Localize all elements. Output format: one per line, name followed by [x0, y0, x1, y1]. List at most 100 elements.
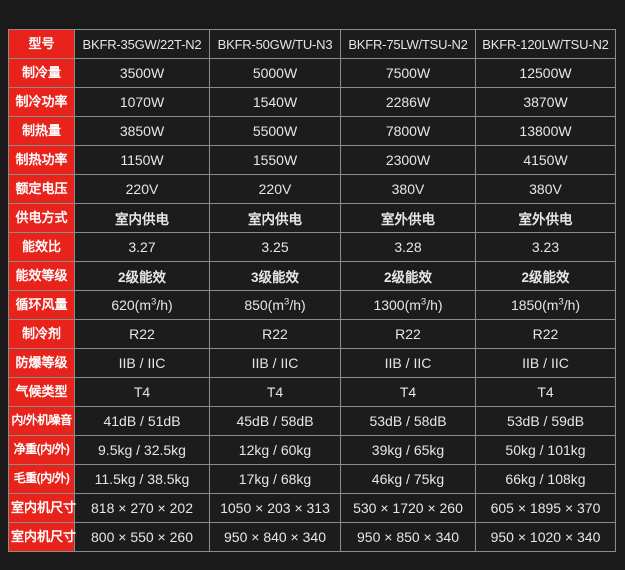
row-7-value-1: 3.27 — [74, 232, 210, 262]
row-label-7: 能效比 — [8, 232, 75, 262]
row-17-value-1: 800 × 550 × 260 — [74, 522, 210, 552]
header-label-cell: 型号 — [8, 29, 75, 59]
table-row: 净重(内/外) 9.5kg / 32.5kg 12kg / 60kg 39kg / 6… — [8, 435, 616, 465]
row-6-value-1: 室内供电 — [74, 203, 210, 233]
row-1-value-2: 5000W — [209, 58, 341, 88]
row-label-3: 制热量 — [8, 116, 75, 146]
row-5-value-4: 380V — [475, 174, 616, 204]
row-17-value-3: 950 × 850 × 340 — [340, 522, 476, 552]
row-1-value-1: 3500W — [74, 58, 210, 88]
row-2-value-4: 3870W — [475, 87, 616, 117]
row-12-value-3: T4 — [340, 377, 476, 407]
row-2-value-1: 1070W — [74, 87, 210, 117]
header-model-cell-3: BKFR-75LW/TSU-N2 — [340, 29, 476, 59]
row-15-value-1: 11.5kg / 38.5kg — [74, 464, 210, 494]
row-2-value-2: 1540W — [209, 87, 341, 117]
table-row: 制冷剂 R22 R22 R22 R22 — [8, 319, 616, 349]
row-3-value-2: 5500W — [209, 116, 341, 146]
row-2-value-3: 2286W — [340, 87, 476, 117]
row-label-11: 防爆等级 — [8, 348, 75, 378]
table-row: 制热量 3850W 5500W 7800W 13800W — [8, 116, 616, 146]
table-row: 室内机尺寸 818 × 270 × 202 1050 × 203 × 313 530 … — [8, 493, 616, 523]
row-4-value-3: 2300W — [340, 145, 476, 175]
row-7-value-2: 3.25 — [209, 232, 341, 262]
row-label-1: 制冷量 — [8, 58, 75, 88]
row-17-value-2: 950 × 840 × 340 — [209, 522, 341, 552]
header-model-cell-4: BKFR-120LW/TSU-N2 — [475, 29, 616, 59]
table-row: 内/外机噪音 41dB / 51dB 45dB / 58dB 53dB / 58dB 5… — [8, 406, 616, 436]
row-13-value-4: 53dB / 59dB — [475, 406, 616, 436]
row-5-value-2: 220V — [209, 174, 341, 204]
row-11-value-3: IIB / IIC — [340, 348, 476, 378]
row-15-value-3: 46kg / 75kg — [340, 464, 476, 494]
row-7-value-3: 3.28 — [340, 232, 476, 262]
row-12-value-1: T4 — [74, 377, 210, 407]
row-14-value-2: 12kg / 60kg — [209, 435, 341, 465]
header-model-cell-1: BKFR-35GW/22T-N2 — [74, 29, 210, 59]
row-label-13: 内/外机噪音 — [8, 406, 75, 436]
row-13-value-2: 45dB / 58dB — [209, 406, 341, 436]
row-16-value-2: 1050 × 203 × 313 — [209, 493, 341, 523]
row-label-15: 毛重(内/外) — [8, 464, 75, 494]
row-label-5: 额定电压 — [8, 174, 75, 204]
specification-table: 型号 BKFR-35GW/22T-N2 BKFR-50GW/TU-N3 BKFR-75… — [8, 29, 616, 552]
row-11-value-4: IIB / IIC — [475, 348, 616, 378]
row-13-value-3: 53dB / 58dB — [340, 406, 476, 436]
row-5-value-1: 220V — [74, 174, 210, 204]
table-row: 制热功率 1150W 1550W 2300W 4150W — [8, 145, 616, 175]
row-6-value-2: 室内供电 — [209, 203, 341, 233]
row-10-value-3: R22 — [340, 319, 476, 349]
row-11-value-1: IIB / IIC — [74, 348, 210, 378]
superscript-three: 3 — [420, 296, 427, 308]
row-label-2: 制冷功率 — [8, 87, 75, 117]
row-label-16: 室内机尺寸 — [8, 493, 76, 523]
row-14-value-1: 9.5kg / 32.5kg — [74, 435, 210, 465]
row-label-10: 制冷剂 — [8, 319, 75, 349]
row-14-value-4: 50kg / 101kg — [475, 435, 616, 465]
row-4-value-2: 1550W — [209, 145, 341, 175]
row-13-value-1: 41dB / 51dB — [74, 406, 210, 436]
row-label-6: 供电方式 — [8, 203, 75, 233]
table-row: 毛重(内/外) 11.5kg / 38.5kg 17kg / 68kg 46kg / … — [8, 464, 616, 494]
row-label-8: 能效等级 — [8, 261, 75, 291]
table-row: 能效等级 2级能效 3级能效 2级能效 2级能效 — [8, 261, 616, 291]
row-label-12: 气候类型 — [8, 377, 75, 407]
specification-table-container: 型号 BKFR-35GW/22T-N2 BKFR-50GW/TU-N3 BKFR-75… — [8, 29, 616, 552]
row-label-17: 室内机尺寸 — [8, 522, 76, 552]
table-row: 能效比 3.27 3.25 3.28 3.23 — [8, 232, 616, 262]
specification-table-body: 型号 BKFR-35GW/22T-N2 BKFR-50GW/TU-N3 BKFR-75… — [8, 29, 616, 552]
table-row: 气候类型 T4 T4 T4 T4 — [8, 377, 616, 407]
row-9-value-4: 1850(m3/h) — [475, 290, 616, 320]
row-4-value-1: 1150W — [74, 145, 210, 175]
row-15-value-4: 66kg / 108kg — [475, 464, 616, 494]
table-row: 制冷功率 1070W 1540W 2286W 3870W — [8, 87, 616, 117]
row-14-value-3: 39kg / 65kg — [340, 435, 476, 465]
row-label-9: 循环风量 — [8, 290, 75, 320]
row-4-value-4: 4150W — [475, 145, 616, 175]
table-header-row: 型号 BKFR-35GW/22T-N2 BKFR-50GW/TU-N3 BKFR-75… — [8, 29, 616, 59]
row-1-value-3: 7500W — [340, 58, 476, 88]
row-15-value-2: 17kg / 68kg — [209, 464, 341, 494]
row-9-value-1: 620(m3/h) — [74, 290, 210, 320]
table-row: 额定电压 220V 220V 380V 380V — [8, 174, 616, 204]
row-8-value-2: 3级能效 — [209, 261, 341, 291]
row-3-value-4: 13800W — [475, 116, 616, 146]
row-3-value-3: 7800W — [340, 116, 476, 146]
row-17-value-4: 950 × 1020 × 340 — [475, 522, 616, 552]
superscript-three: 3 — [558, 296, 564, 308]
row-3-value-1: 3850W — [74, 116, 210, 146]
row-11-value-2: IIB / IIC — [209, 348, 341, 378]
row-label-14: 净重(内/外) — [8, 435, 75, 465]
row-16-value-1: 818 × 270 × 202 — [74, 493, 210, 523]
row-7-value-4: 3.23 — [475, 232, 616, 262]
row-8-value-4: 2级能效 — [475, 261, 616, 291]
superscript-three: 3 — [151, 296, 157, 308]
row-9-value-2: 850(m3/h) — [209, 290, 341, 320]
row-8-value-3: 2级能效 — [340, 261, 476, 291]
superscript-three: 3 — [284, 296, 290, 308]
row-16-value-4: 605 × 1895 × 370 — [475, 493, 616, 523]
row-8-value-1: 2级能效 — [74, 261, 210, 291]
row-12-value-2: T4 — [209, 377, 341, 407]
row-16-value-3: 530 × 1720 × 260 — [340, 493, 476, 523]
row-6-value-3: 室外供电 — [340, 203, 476, 233]
